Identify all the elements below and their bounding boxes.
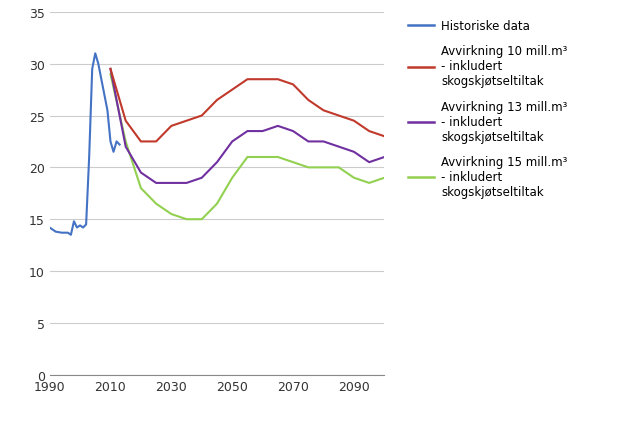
Legend: Historiske data, Avvirkning 10 mill.m³
- inkludert
skogskjøtseltiltak, Avvirknin: Historiske data, Avvirkning 10 mill.m³ -… bbox=[404, 15, 572, 203]
